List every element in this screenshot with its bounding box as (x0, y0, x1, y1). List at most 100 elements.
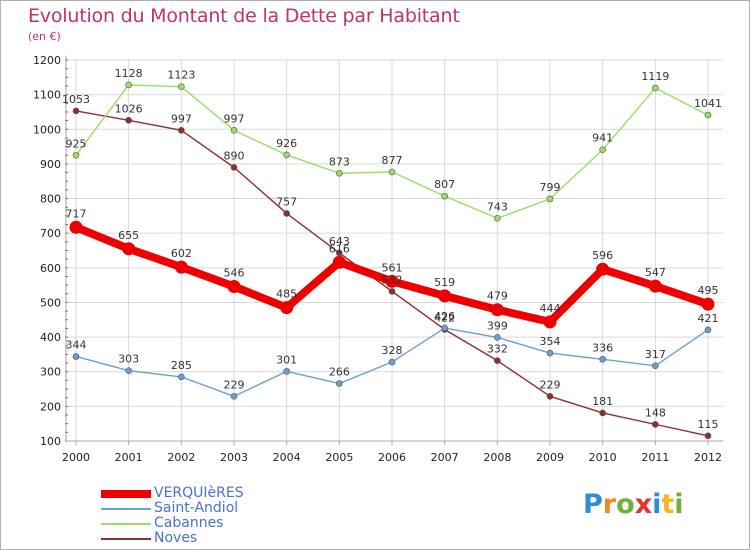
data-point (72, 151, 80, 159)
data-label: 285 (171, 359, 192, 372)
y-tick-label: 1100 (33, 89, 61, 102)
legend: VERQUIèRES Saint-Andiol Cabannes Noves (101, 486, 244, 546)
data-label: 807 (434, 178, 455, 191)
data-label: 561 (382, 261, 403, 274)
data-label: 485 (276, 288, 297, 301)
data-point (546, 393, 554, 400)
legend-item: Noves (101, 531, 244, 546)
data-point (494, 214, 501, 222)
data-label: 115 (698, 418, 719, 431)
data-point (125, 116, 132, 124)
data-label: 317 (645, 348, 666, 361)
legend-item: Cabannes (101, 516, 244, 531)
data-point (283, 210, 290, 217)
legend-swatch (101, 537, 151, 540)
data-point (388, 288, 396, 295)
x-tick-label: 2007 (431, 451, 459, 464)
data-label: 997 (171, 112, 192, 125)
data-point (701, 297, 715, 311)
data-label: 925 (66, 137, 87, 150)
data-point (441, 192, 448, 200)
data-label: 444 (540, 302, 561, 315)
data-point (704, 111, 712, 119)
chart-title: Evolution du Montant de la Dette par Hab… (28, 5, 460, 27)
data-point (230, 127, 238, 134)
y-tick-label: 100 (40, 435, 61, 448)
data-label: 301 (276, 353, 297, 366)
x-tick-label: 2008 (483, 451, 511, 464)
data-point (230, 393, 238, 400)
x-tick-label: 2002 (167, 451, 195, 464)
data-point (599, 146, 606, 154)
data-point (283, 151, 290, 159)
data-label: 148 (645, 406, 666, 419)
data-point (596, 262, 610, 276)
data-point (125, 367, 132, 374)
data-label: 890 (224, 149, 245, 162)
data-label: 743 (487, 200, 508, 213)
data-label: 596 (592, 249, 613, 262)
data-point (178, 83, 185, 90)
legend-label: Cabannes (154, 515, 224, 531)
y-tick-label: 300 (40, 366, 61, 379)
data-label: 602 (171, 247, 192, 260)
x-tick-label: 2009 (536, 451, 564, 464)
data-label: 1053 (62, 93, 90, 106)
legend-label: Noves (154, 530, 198, 546)
x-tick-label: 2012 (694, 451, 722, 464)
logo-letter: i (674, 489, 684, 520)
logo-letter: P (583, 489, 603, 520)
x-tick-label: 2006 (378, 451, 406, 464)
data-point (230, 164, 238, 171)
y-tick-label: 400 (40, 331, 61, 344)
data-point (704, 326, 712, 334)
data-label: 941 (592, 132, 613, 145)
data-label: 1119 (641, 70, 669, 83)
data-point (227, 280, 241, 294)
data-point (441, 324, 448, 332)
data-label: 1128 (115, 67, 143, 80)
data-point (546, 195, 554, 203)
data-point (494, 334, 501, 341)
data-point (388, 168, 396, 176)
data-label: 354 (540, 335, 561, 348)
x-tick-label: 2011 (641, 451, 669, 464)
data-point (178, 127, 185, 134)
data-label: 519 (434, 276, 455, 289)
data-point (336, 380, 343, 387)
data-point (336, 169, 343, 177)
data-label: 877 (382, 154, 403, 167)
data-label: 799 (540, 181, 561, 194)
logo-letter: t (661, 489, 675, 520)
data-label: 495 (698, 284, 719, 297)
data-label: 757 (276, 195, 297, 208)
x-tick-label: 2005 (325, 451, 353, 464)
y-tick-label: 500 (40, 296, 61, 309)
data-point (490, 303, 504, 317)
y-tick-label: 900 (40, 158, 61, 171)
data-point (652, 362, 659, 370)
legend-item: Saint-Andiol (101, 501, 244, 516)
logo-letter: r (602, 489, 617, 520)
data-point (122, 242, 136, 256)
data-label: 643 (329, 235, 350, 248)
data-point (652, 84, 659, 92)
data-label: 336 (592, 341, 613, 354)
y-tick-label: 800 (40, 193, 61, 206)
legend-item: VERQUIèRES (101, 486, 244, 501)
data-label: 1041 (694, 97, 722, 110)
proxiti-logo: Proxiti (583, 489, 684, 520)
data-label: 532 (382, 273, 403, 286)
data-label: 328 (382, 344, 403, 357)
data-label: 926 (276, 137, 297, 150)
data-label: 546 (224, 267, 245, 280)
data-label: 266 (329, 366, 350, 379)
data-point (280, 301, 294, 315)
data-label: 547 (645, 266, 666, 279)
x-tick-label: 2004 (273, 451, 301, 464)
data-point (599, 355, 606, 363)
data-point (648, 279, 662, 293)
x-tick-label: 2000 (62, 451, 90, 464)
